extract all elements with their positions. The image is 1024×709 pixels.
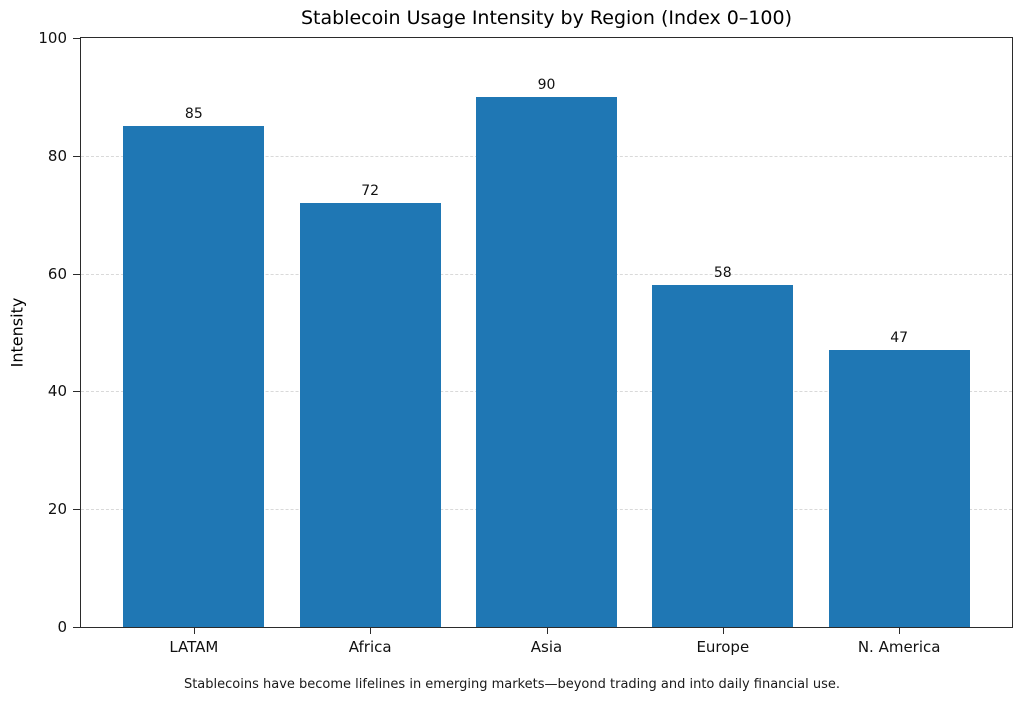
x-tick-label-latam: LATAM [169, 638, 219, 656]
bar-value-label-latam: 85 [184, 106, 203, 123]
y-axis-label-text: Intensity [7, 297, 27, 368]
y-tick-label-20: 20 [47, 500, 67, 519]
bar-latam [123, 126, 265, 627]
bar-europe [652, 285, 794, 627]
y-tick-mark-20 [73, 509, 80, 511]
x-tick-mark-africa [370, 627, 372, 634]
y-axis-label: Intensity [4, 37, 30, 628]
x-tick-mark-latam [193, 627, 195, 634]
figure-caption: Stablecoins have become lifelines in eme… [183, 677, 841, 692]
y-tick-mark-40 [73, 391, 80, 393]
x-tick-label-n-america: N. America [857, 638, 941, 656]
bar-africa [299, 202, 441, 627]
y-tick-label-60: 60 [47, 264, 67, 283]
bar-n-america [828, 350, 970, 627]
bar-value-label-asia: 90 [537, 76, 556, 93]
y-tick-label-100: 100 [38, 29, 67, 47]
bar-value-label-europe: 58 [713, 265, 732, 282]
chart-title: Stablecoin Usage Intensity by Region (In… [300, 7, 793, 29]
bar-value-label-africa: 72 [361, 182, 380, 199]
x-tick-mark-asia [546, 627, 548, 634]
x-tick-mark-n-america [899, 627, 901, 634]
y-tick-label-80: 80 [47, 146, 67, 165]
y-tick-mark-0 [73, 627, 80, 628]
y-tick-label-40: 40 [47, 382, 67, 401]
y-tick-mark-80 [73, 155, 80, 157]
plot-area: 0 20 40 60 80 100 85 LATAM 72 Africa 90 Asia 58 Europ… [38, 29, 1013, 656]
bar-value-label-n-america: 47 [890, 330, 909, 347]
x-tick-label-europe: Europe [696, 638, 750, 656]
x-tick-label-asia: Asia [530, 638, 563, 656]
x-tick-mark-europe [722, 627, 724, 634]
x-tick-label-africa: Africa [348, 638, 392, 656]
y-tick-mark-100 [73, 38, 80, 39]
y-tick-label-0: 0 [57, 618, 67, 636]
y-tick-mark-60 [73, 273, 80, 275]
bar-asia [475, 96, 618, 627]
